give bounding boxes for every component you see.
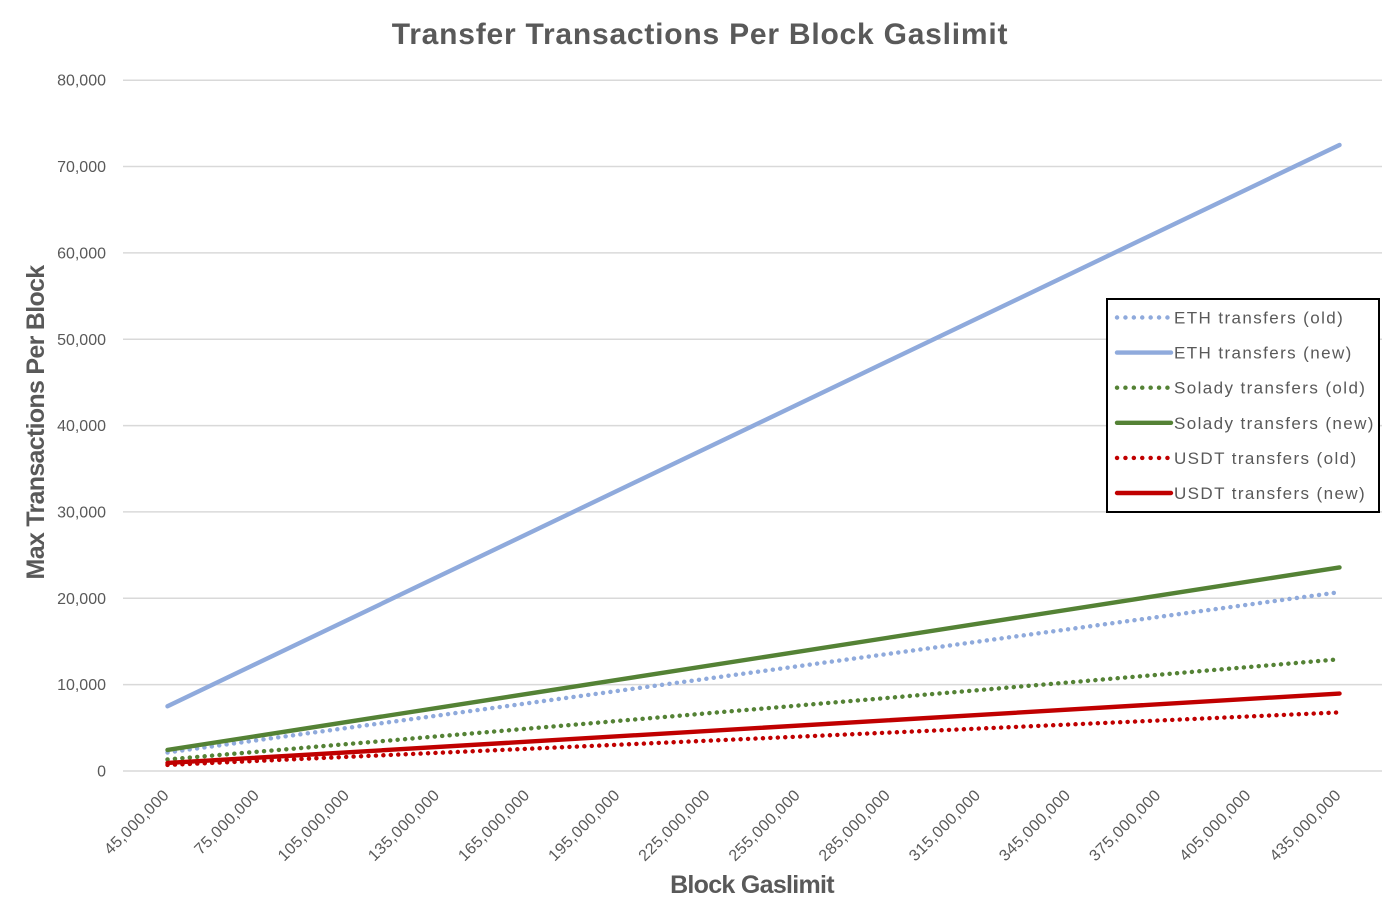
svg-text:Max Transactions Per Block: Max Transactions Per Block bbox=[22, 265, 50, 580]
svg-text:60,000: 60,000 bbox=[57, 245, 106, 262]
svg-text:Transfer Transactions Per Bloc: Transfer Transactions Per Block Gaslimit bbox=[392, 18, 1008, 51]
svg-text:10,000: 10,000 bbox=[57, 677, 106, 694]
svg-text:ETH transfers (old): ETH transfers (old) bbox=[1174, 309, 1344, 328]
svg-text:Block Gaslimit: Block Gaslimit bbox=[670, 871, 835, 899]
svg-text:50,000: 50,000 bbox=[57, 332, 106, 349]
svg-text:USDT transfers (new): USDT transfers (new) bbox=[1174, 484, 1366, 503]
svg-text:USDT transfers (old): USDT transfers (old) bbox=[1174, 449, 1358, 468]
svg-text:Solady transfers (new): Solady transfers (new) bbox=[1174, 414, 1375, 433]
svg-text:40,000: 40,000 bbox=[57, 418, 106, 435]
svg-text:0: 0 bbox=[97, 764, 106, 781]
svg-text:80,000: 80,000 bbox=[57, 73, 106, 90]
svg-text:20,000: 20,000 bbox=[57, 591, 106, 608]
svg-text:Solady transfers (old): Solady transfers (old) bbox=[1174, 379, 1366, 398]
svg-text:30,000: 30,000 bbox=[57, 505, 106, 522]
svg-text:70,000: 70,000 bbox=[57, 159, 106, 176]
svg-text:ETH transfers (new): ETH transfers (new) bbox=[1174, 344, 1353, 363]
